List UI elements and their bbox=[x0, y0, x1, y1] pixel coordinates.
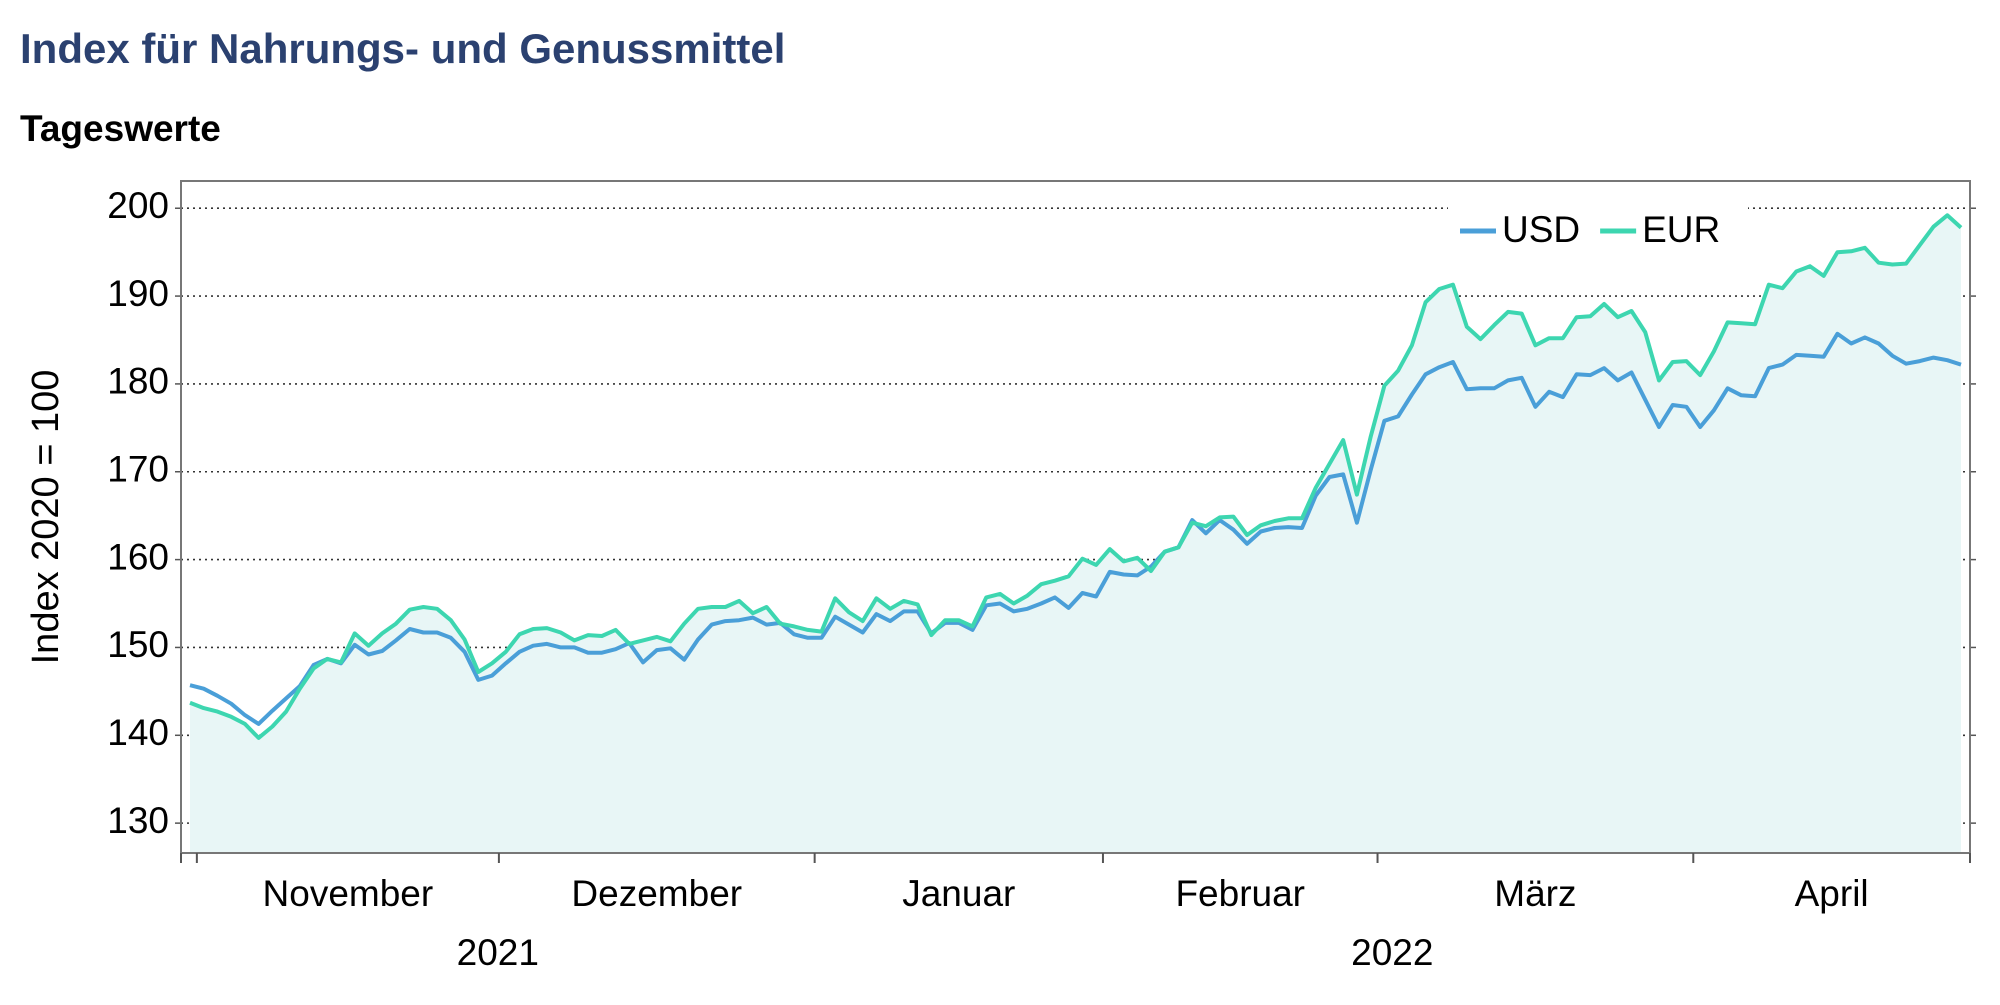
y-tick-label: 160 bbox=[107, 536, 169, 577]
x-tick-label: November bbox=[263, 873, 434, 914]
y-axis-label: Index 2020 = 100 bbox=[25, 370, 67, 665]
x-tick-label: Dezember bbox=[571, 873, 742, 914]
plot-frame bbox=[180, 180, 1971, 854]
y-tick-label: 140 bbox=[107, 712, 169, 753]
chart-title: Index für Nahrungs- und Genussmittel bbox=[20, 25, 785, 72]
x-group-label: 2021 bbox=[457, 932, 539, 973]
y-tick-label: 190 bbox=[107, 273, 169, 314]
legend: USD EUR bbox=[1448, 202, 1748, 262]
y-tick-label: 170 bbox=[107, 449, 169, 490]
y-tick-label: 180 bbox=[107, 361, 169, 402]
y-tick-label: 200 bbox=[107, 185, 169, 226]
x-tick-label: April bbox=[1795, 873, 1869, 914]
y-tick-label: 150 bbox=[107, 624, 169, 665]
x-tick-label: März bbox=[1494, 873, 1576, 914]
x-tick-label: Januar bbox=[902, 873, 1015, 914]
area bbox=[190, 215, 1961, 854]
chart-subtitle: Tageswerte bbox=[20, 108, 221, 149]
x-tick-label: Februar bbox=[1175, 873, 1305, 914]
legend-label: USD bbox=[1502, 209, 1580, 250]
line bbox=[189, 213, 1963, 740]
line bbox=[189, 331, 1962, 726]
legend-box bbox=[1448, 202, 1748, 262]
y-tick-label: 130 bbox=[107, 800, 169, 841]
x-group-label: 2022 bbox=[1351, 932, 1433, 973]
legend-label: EUR bbox=[1642, 209, 1720, 250]
